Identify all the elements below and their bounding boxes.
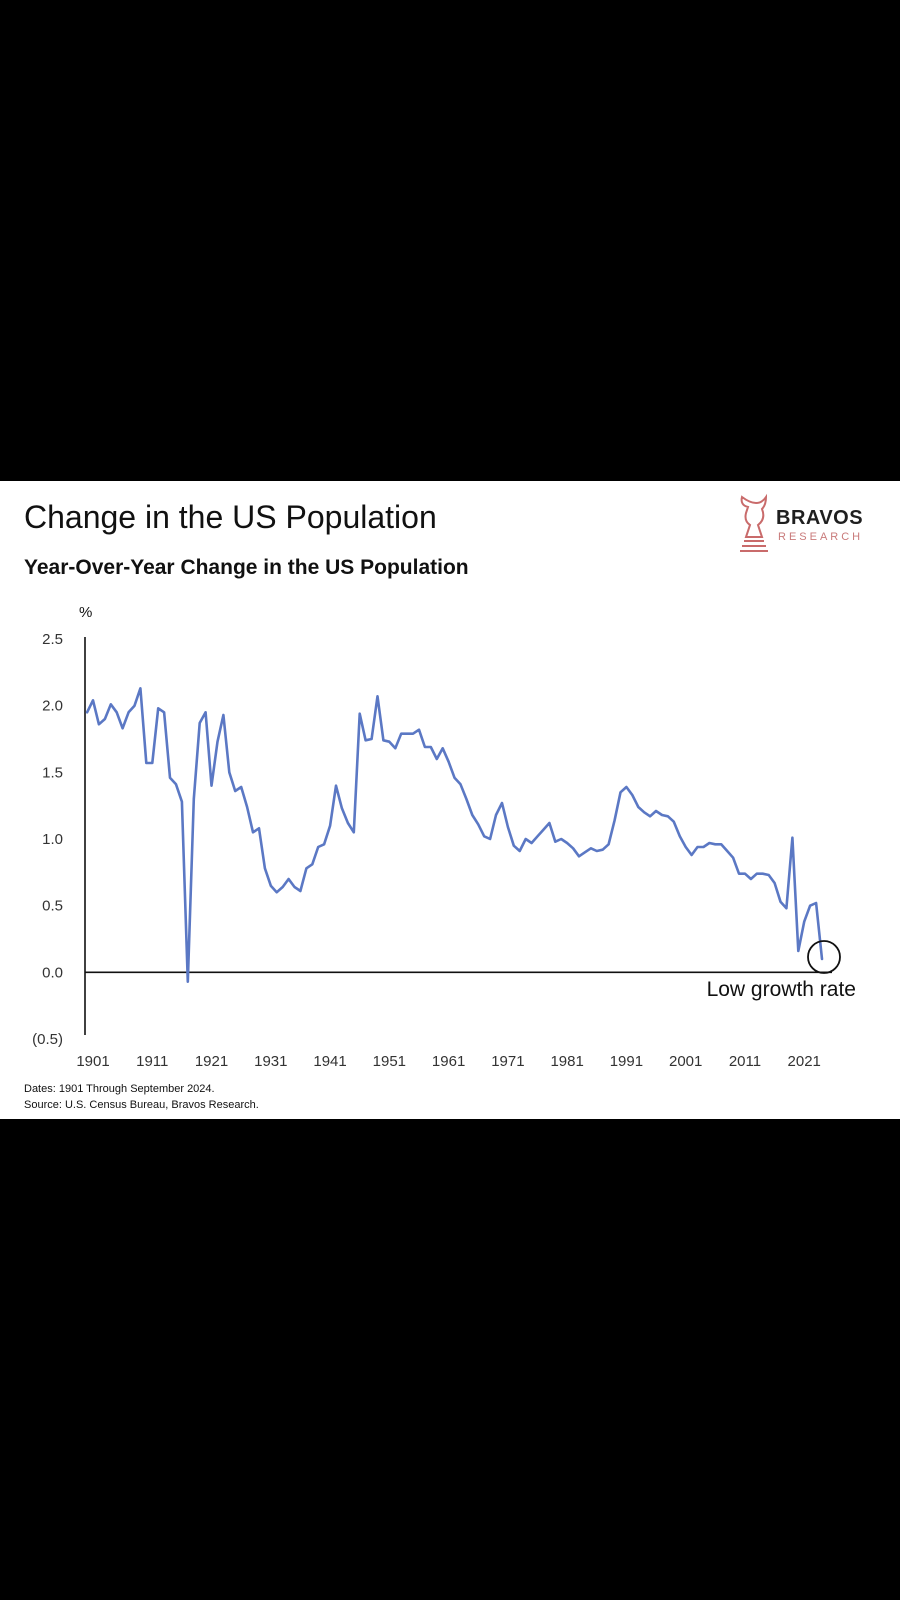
logo-subtitle: RESEARCH [778,531,864,543]
x-tick-label: 1961 [432,1053,465,1070]
bull-chess-knight-icon [740,493,768,552]
x-tick-label: 1971 [491,1053,524,1070]
annotation-circle [807,940,841,974]
chart-card: Change in the US Population Year-Over-Ye… [0,481,900,1119]
y-tick-label: (0.5) [32,1031,63,1048]
annotation-group: Low growth rate [707,940,856,1001]
chart-title: Change in the US Population [24,499,437,535]
y-axis-ticks: 2.5 2.0 1.5 1.0 0.5 0.0 (0.5) [32,631,63,1048]
y-axis-unit-label: % [79,604,92,621]
x-tick-label: 1931 [254,1053,287,1070]
footnote-dates: Dates: 1901 Through September 2024. [24,1083,215,1095]
x-tick-label: 1941 [313,1053,346,1070]
x-tick-label: 1921 [195,1053,228,1070]
y-tick-label: 0.5 [42,898,63,915]
bravos-logo: BRAVOS RESEARCH [736,491,886,561]
logo-name: BRAVOS [776,507,864,529]
chart-subtitle: Year-Over-Year Change in the US Populati… [24,556,469,579]
footnote-source: Source: U.S. Census Bureau, Bravos Resea… [24,1099,259,1111]
x-tick-label: 2011 [729,1053,761,1070]
x-tick-label: 1981 [550,1053,583,1070]
x-tick-label: 2001 [669,1053,702,1070]
x-tick-label: 1911 [136,1053,168,1070]
y-tick-label: 2.0 [42,698,63,715]
x-tick-label: 2021 [788,1053,821,1070]
x-axis-ticks: 1901 1911 1921 1931 1941 1951 1961 1971 1981 1991… [76,1053,821,1070]
y-tick-label: 1.0 [42,831,63,848]
annotation-label: Low growth rate [707,978,856,1001]
x-tick-label: 1951 [373,1053,406,1070]
y-tick-label: 2.5 [42,631,63,648]
line-chart: % 2.52.01.51.00.50.0(0.5) 1901 1911 1921 19… [32,604,856,1070]
y-tick-label: 1.5 [42,764,63,781]
series-line [85,687,824,984]
x-tick-label: 1991 [610,1053,643,1070]
series-group [85,687,824,984]
y-tick-label: 0.0 [42,964,63,981]
x-tick-label: 1901 [76,1053,109,1070]
